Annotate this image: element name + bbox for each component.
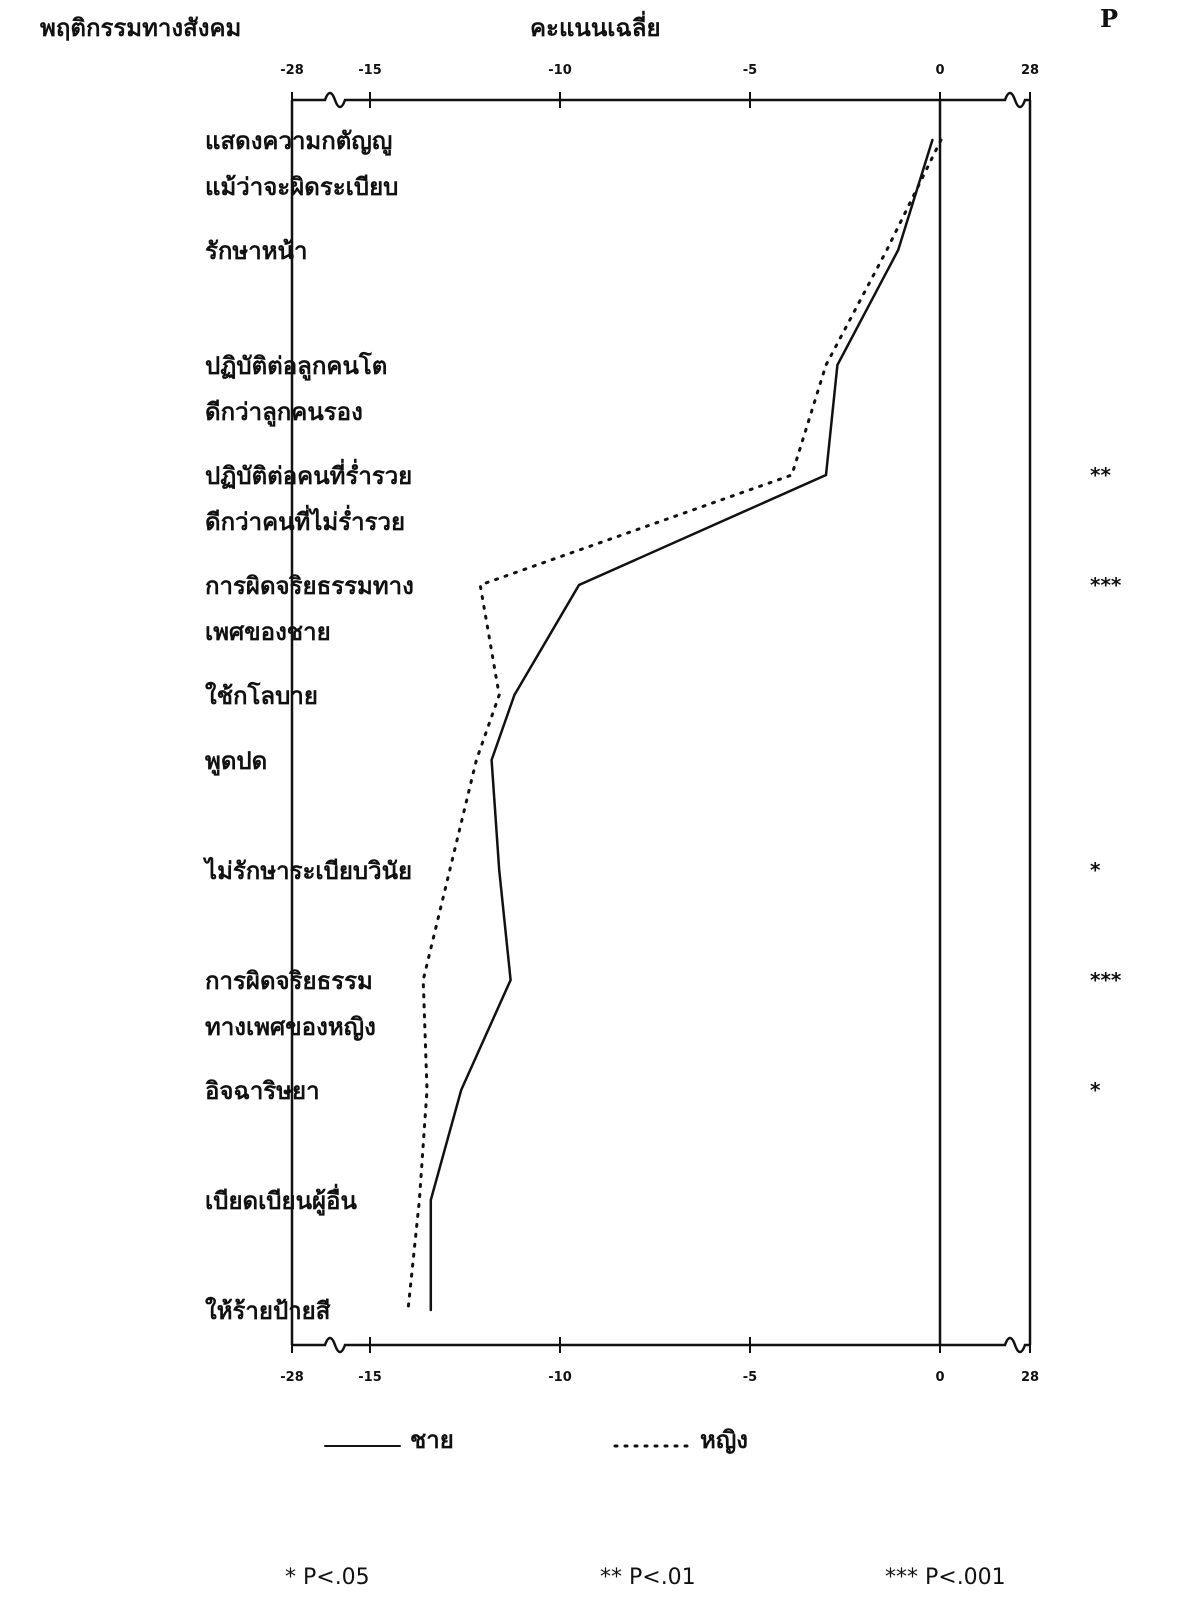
x-tick-label: -15 [358,63,382,78]
category-label: อิจฉาริษยา [205,1077,320,1105]
series-line [406,138,943,1312]
x-tick-label: -5 [743,63,757,78]
footnote: *** P<.001 [885,1565,1006,1590]
legend-label: หญิง [700,1426,748,1454]
footnote: ** P<.01 [600,1565,696,1590]
category-label: พูดปด [205,747,268,775]
footnote: * P<.05 [285,1565,370,1590]
x-tick-label: -15 [358,1370,382,1385]
category-label: ใช้กโลบาย [205,682,318,710]
significance-mark: *** [1090,573,1122,597]
significance-title: P [1100,4,1119,33]
significance-mark: * [1090,858,1101,882]
axis-line [292,91,1030,109]
x-tick-label: 0 [935,1370,944,1385]
x-tick-label: -10 [548,1370,572,1385]
significance-mark: *** [1090,968,1122,992]
y-axis-title: พฤติกรรมทางสังคม [40,14,242,42]
x-tick-label: 0 [935,63,944,78]
category-label: ไม่รักษาระเบียบวินัย [205,857,413,885]
significance-mark: * [1090,1078,1101,1102]
category-label: เบียดเบียนผู้อื่น [205,1187,357,1215]
series-line [429,138,934,1312]
x-tick-label: -10 [548,63,572,78]
x-tick-label: -28 [280,1370,304,1385]
x-tick-label: 28 [1021,63,1039,78]
significance-mark: ** [1090,463,1111,487]
legend-label: ชาย [410,1426,454,1454]
category-label: การผิดจริยธรรมทาง เพศของชาย [205,572,414,646]
x-tick-label: -5 [743,1370,757,1385]
x-tick-label: 28 [1021,1370,1039,1385]
x-tick-label: -28 [280,63,304,78]
category-label: แสดงความกตัญญู แม้ว่าจะผิดระเบียบ [205,127,399,201]
axis-line [292,1336,1030,1354]
category-label: รักษาหน้า [205,237,308,265]
category-label: ปฏิบัติต่อคนที่ร่ำรวย ดีกว่าคนที่ไม่ร่ำร… [205,462,413,536]
category-label: ให้ร้ายป้ายสี [205,1297,331,1325]
x-axis-title: คะแนนเฉลี่ย [530,14,661,42]
category-label: ปฏิบัติต่อลูกคนโต ดีกว่าลูกคนรอง [205,352,388,426]
category-label: การผิดจริยธรรม ทางเพศของหญิง [205,967,376,1041]
